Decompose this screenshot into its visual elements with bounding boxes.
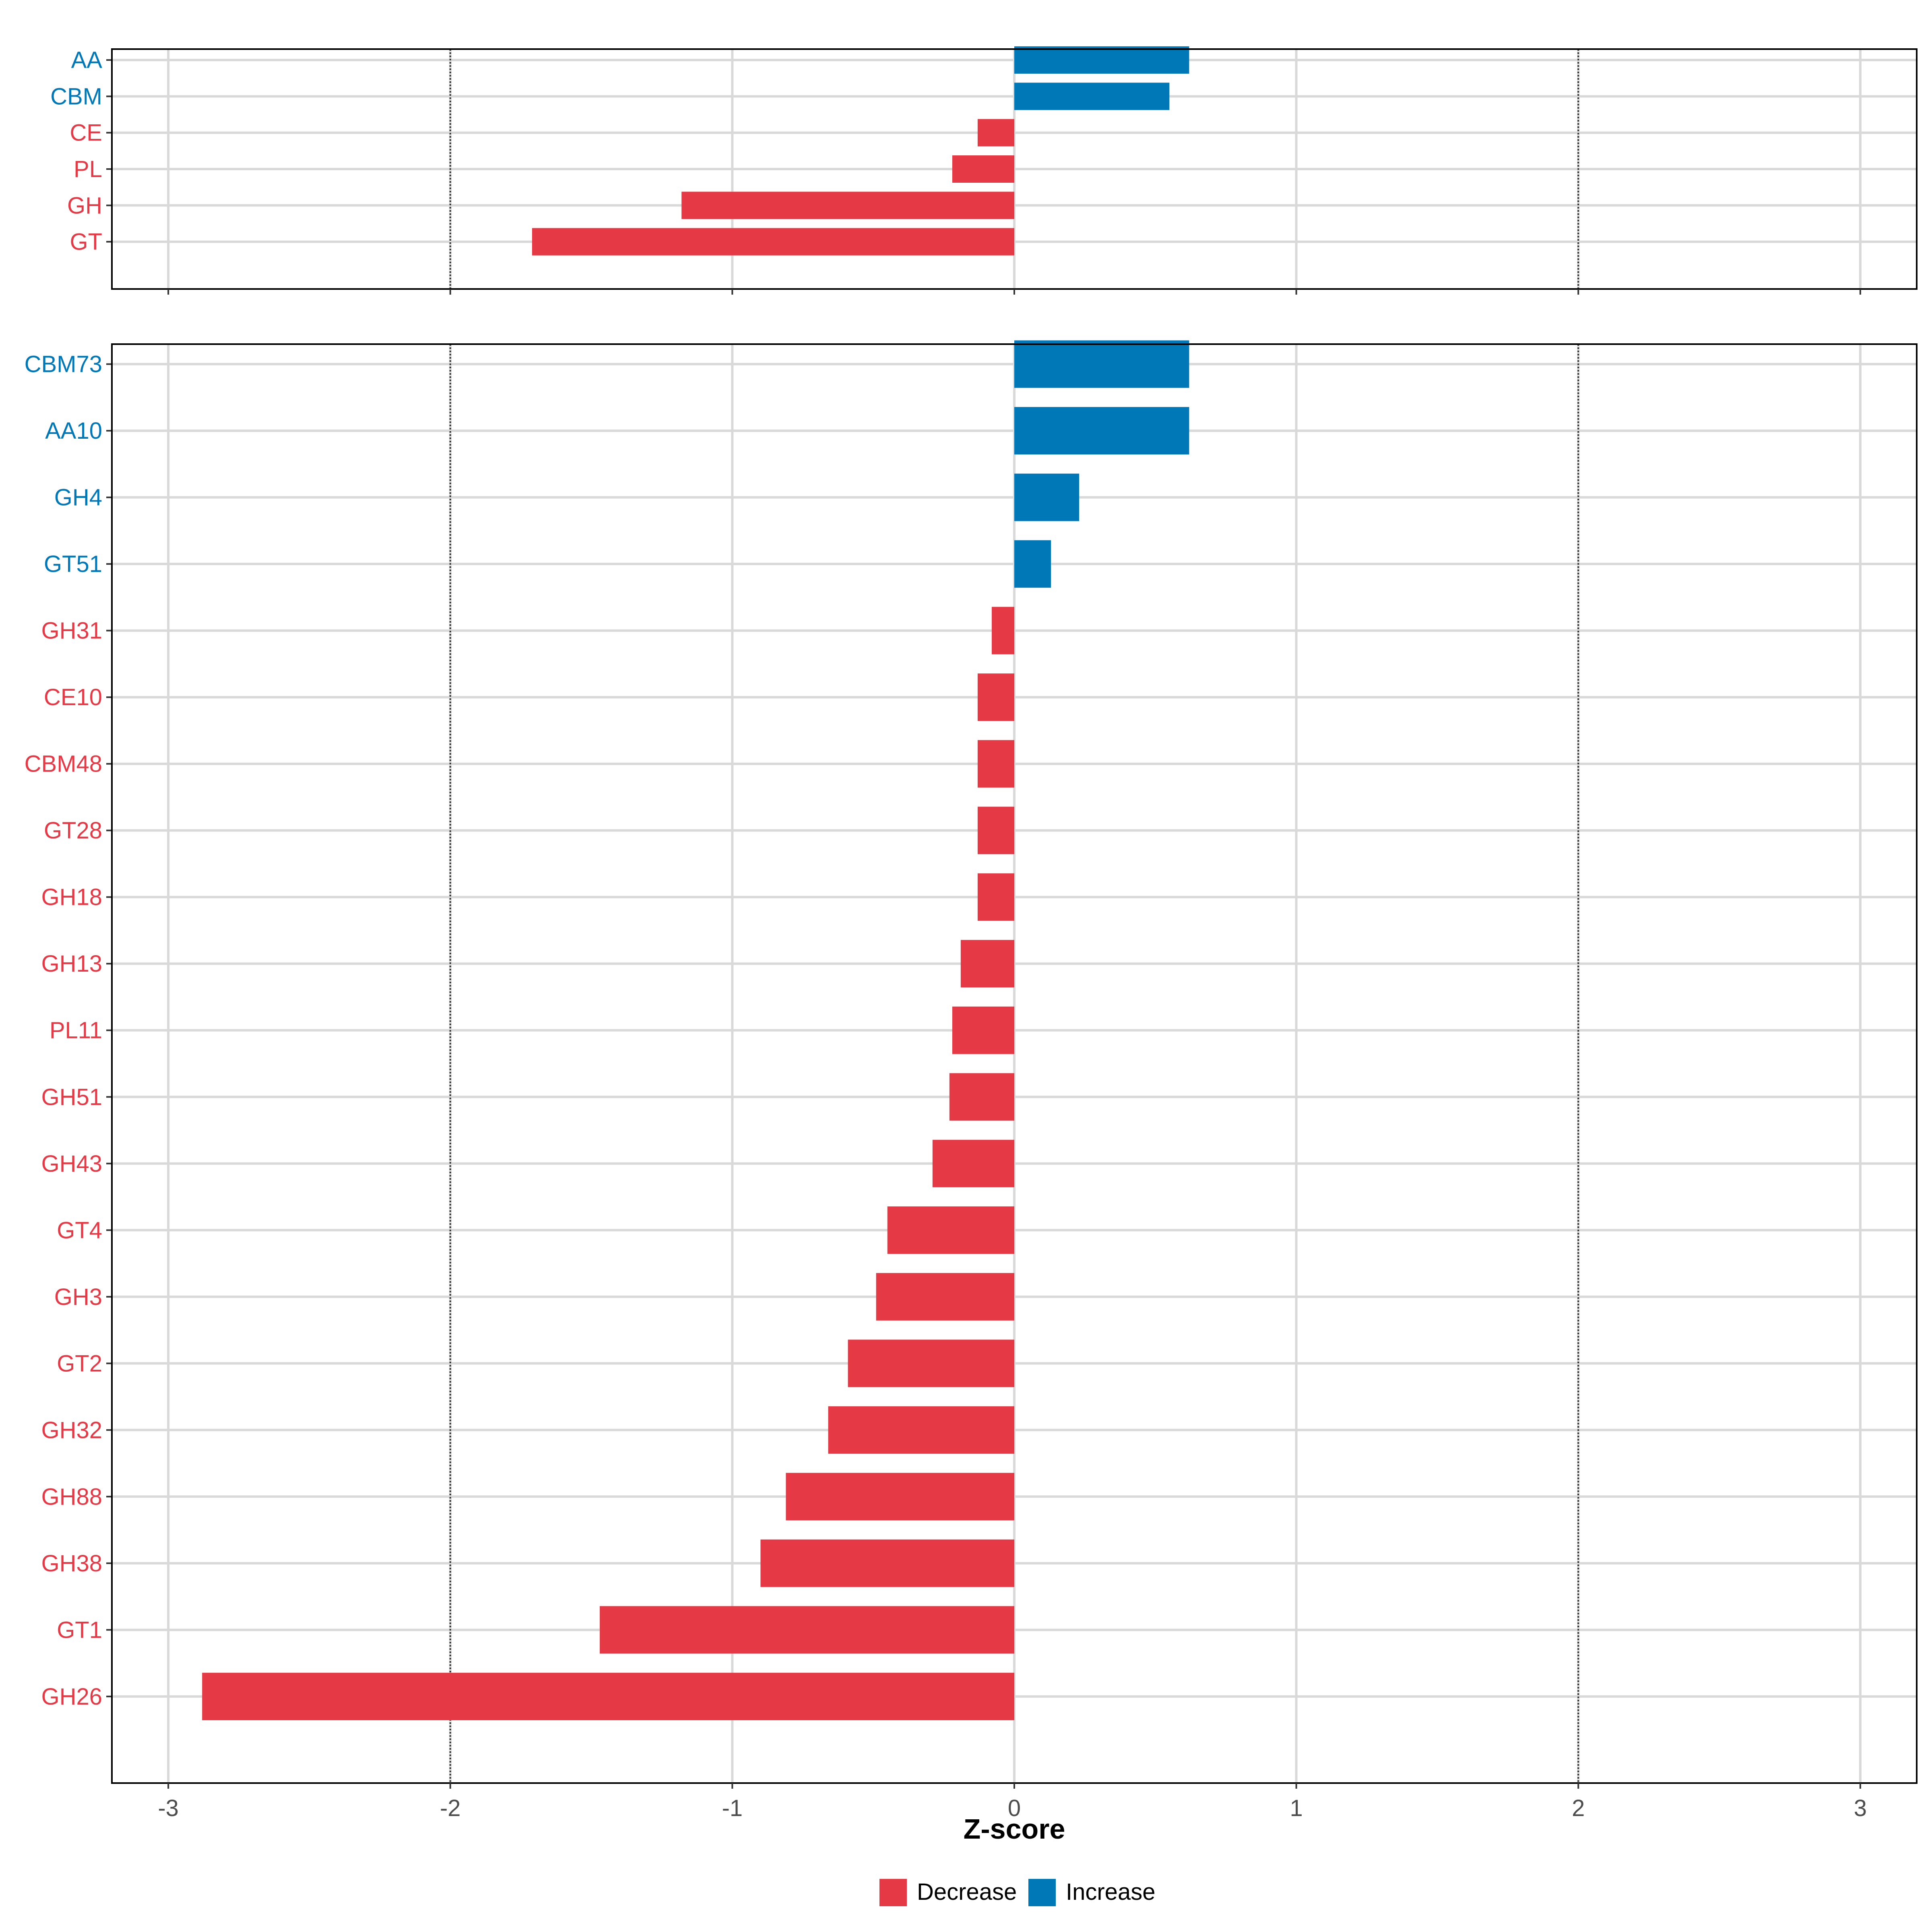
bar-gh3: [876, 1273, 1014, 1321]
category-label-gt51: GT51: [44, 551, 102, 577]
category-label-cbm73: CBM73: [25, 351, 102, 378]
x-tick-label: 1: [1290, 1795, 1302, 1821]
bar-cbm73: [1014, 340, 1189, 388]
category-label-ce10: CE10: [44, 684, 102, 710]
category-label-gt28: GT28: [44, 817, 102, 844]
bar-gh4: [1014, 473, 1080, 521]
bar-gh43: [932, 1139, 1014, 1187]
top-panel: AA CBM CE PL GH GT: [50, 46, 1918, 295]
bar-gt2: [848, 1340, 1014, 1387]
bar-cbm: [1014, 83, 1170, 110]
bar-gh: [681, 192, 1014, 219]
x-tick-label: 0: [1008, 1795, 1021, 1821]
category-label-aa10: AA10: [45, 418, 102, 444]
bar-gh38: [760, 1539, 1014, 1587]
category-label-gh13: GH13: [41, 951, 102, 977]
bar-pl: [952, 155, 1014, 183]
legend-label-increase: Increase: [1066, 1879, 1155, 1905]
category-label-gh3: GH3: [54, 1284, 102, 1310]
category-label-gh4: GH4: [54, 485, 102, 511]
legend-swatch-increase: [1028, 1879, 1056, 1906]
bar-aa10: [1014, 407, 1189, 455]
category-label-cbm48: CBM48: [25, 751, 102, 777]
bar-gh18: [977, 873, 1014, 921]
bar-gt51: [1014, 540, 1051, 588]
category-label-gh51: GH51: [41, 1084, 102, 1110]
category-label-gt: GT: [70, 229, 102, 255]
bar-gh13: [960, 940, 1014, 988]
category-label-ce: CE: [70, 120, 102, 146]
category-label-gt1: GT1: [57, 1617, 102, 1643]
legend-label-decrease: Decrease: [917, 1879, 1017, 1905]
category-label-gt4: GT4: [57, 1217, 102, 1243]
x-tick-label: -3: [158, 1795, 179, 1821]
category-label-gh38: GH38: [41, 1550, 102, 1577]
bar-gh88: [786, 1473, 1014, 1521]
bar-cbm48: [977, 740, 1014, 788]
category-label-gh32: GH32: [41, 1417, 102, 1443]
x-tick-label: -1: [722, 1795, 743, 1821]
x-axis-title: Z-score: [964, 1813, 1065, 1845]
legend: Decrease Increase: [879, 1879, 1155, 1906]
category-label-cbm: CBM: [50, 83, 102, 109]
x-tick-label: -2: [440, 1795, 461, 1821]
bar-gt28: [977, 807, 1014, 855]
category-label-gh43: GH43: [41, 1151, 102, 1177]
bar-gt: [532, 228, 1014, 256]
category-label-gh18: GH18: [41, 884, 102, 910]
category-label-gh88: GH88: [41, 1484, 102, 1510]
category-label-gh31: GH31: [41, 618, 102, 644]
bar-gh26: [202, 1672, 1015, 1720]
bar-ce: [977, 119, 1014, 147]
bar-aa: [1014, 46, 1189, 74]
category-label-gt2: GT2: [57, 1350, 102, 1377]
category-label-aa: AA: [71, 47, 103, 73]
bar-gh51: [949, 1073, 1014, 1121]
x-tick-label: 2: [1572, 1795, 1585, 1821]
category-label-pl: PL: [74, 156, 102, 182]
bar-gt4: [887, 1206, 1014, 1254]
bar-gt1: [600, 1606, 1014, 1654]
category-label-gh26: GH26: [41, 1684, 102, 1710]
bar-pl11: [952, 1006, 1014, 1054]
bar-ce10: [977, 673, 1014, 721]
x-tick-label: 3: [1854, 1795, 1867, 1821]
category-label-pl11: PL11: [50, 1018, 102, 1044]
category-label-gh: GH: [67, 192, 102, 219]
bar-gh31: [991, 607, 1014, 654]
bottom-panel: CBM73 AA10 GH4 GT51 GH31 CE10 CBM48 GT28 GH18 GH1…: [25, 340, 1918, 1789]
legend-swatch-decrease: [879, 1879, 907, 1906]
bar-gh32: [828, 1406, 1014, 1454]
x-axis: -3 -2 -1 0 1 2 3: [158, 1795, 1867, 1821]
